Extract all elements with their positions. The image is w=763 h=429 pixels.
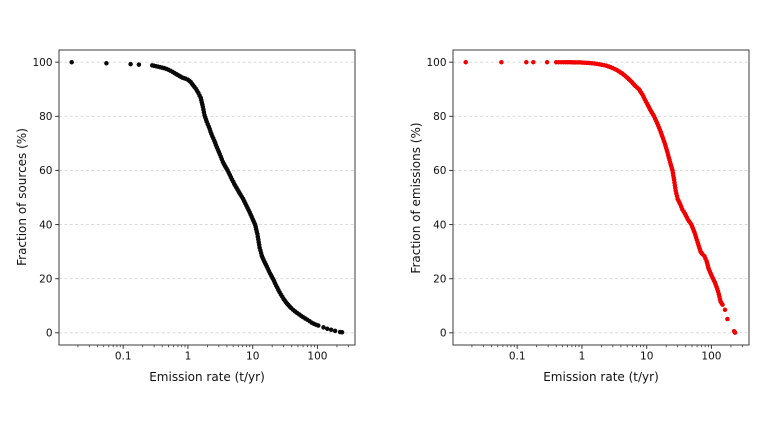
y-tick-label: 100 [426,57,446,69]
data-point [321,325,326,330]
data-point [69,59,74,65]
y-tick-label: 60 [433,165,446,177]
x-tick-label: 1 [579,351,586,363]
y-tick-label: 20 [39,273,52,285]
y-tick-label: 80 [39,111,52,123]
data-point [339,330,345,335]
right-chart: 0.1 1 10 100 0 20 40 60 80 100 [426,49,750,363]
x-tick-label: 100 [701,351,721,363]
data-point [136,62,142,67]
left-chart: 0.1 1 10 100 0 20 40 60 80 100 [32,49,356,363]
data-point [463,59,468,65]
data-point [531,59,536,65]
y-tick-label: 100 [32,57,52,69]
data-point [316,323,321,328]
data-point [325,326,330,332]
data-point [499,59,504,65]
y-tick-label: 20 [433,273,446,285]
scatter-series [463,59,738,335]
left-y-axis-label: Fraction of sources (%) [15,128,29,266]
y-tick-label: 40 [433,219,446,231]
data-point [332,328,338,334]
x-tick-label: 1 [185,351,192,363]
data-point [104,61,109,66]
y-tick-label: 0 [46,328,53,340]
x-tick-label: 0.1 [115,351,132,363]
y-tick-label: 80 [433,111,446,123]
axes-box [452,49,750,346]
data-point [722,307,728,313]
y-tick-label: 60 [39,165,52,177]
data-point [328,327,334,333]
data-point [524,59,529,65]
data-point [732,330,738,335]
data-point [720,302,725,307]
x-tick-label: 0.1 [509,351,526,363]
left-x-axis-label: Emission rate (t/yr) [149,370,265,384]
data-point [725,316,730,322]
y-tick-label: 40 [39,219,52,231]
data-point [544,59,550,65]
scatter-series [69,59,345,335]
right-y-axis-label: Fraction of emissions (%) [409,122,423,274]
y-tick-label: 0 [440,328,447,340]
x-tick-label: 10 [246,351,259,363]
data-point [128,61,133,67]
axes-box [58,49,356,346]
x-tick-label: 10 [640,351,653,363]
right-x-axis-label: Emission rate (t/yr) [543,370,659,384]
x-tick-label: 100 [307,351,327,363]
